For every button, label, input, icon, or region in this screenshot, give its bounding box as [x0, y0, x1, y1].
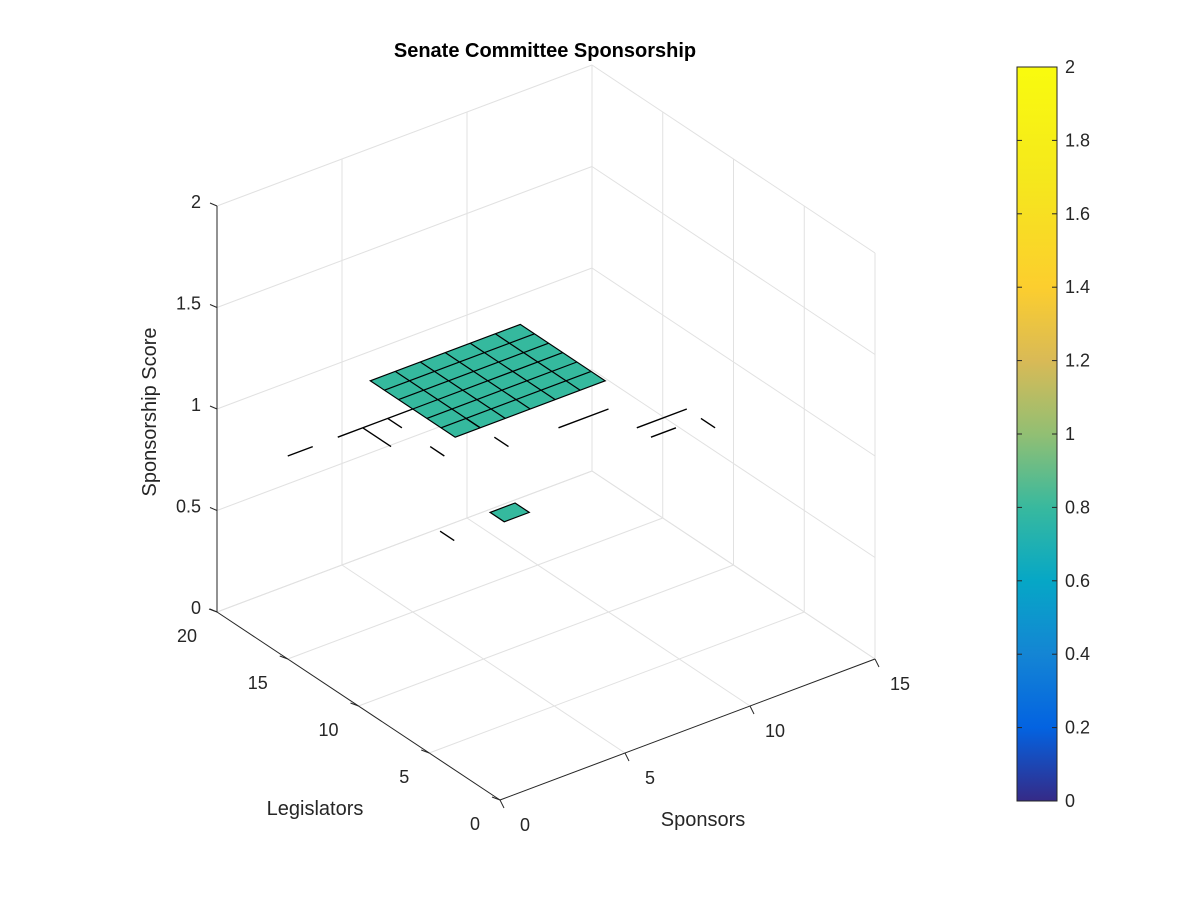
surface-edge-segment — [387, 417, 403, 429]
floor-grid-y — [358, 564, 734, 707]
grid-lines — [216, 64, 876, 801]
side-wall-grid-z — [591, 267, 876, 457]
colorbar-tick-label: 0.4 — [1065, 644, 1090, 664]
x-axis-label: Sponsors — [661, 809, 746, 831]
back-wall-grid-z — [216, 470, 593, 613]
colorbar-tick-label: 1.2 — [1065, 351, 1090, 371]
colorbar-tick-label: 1.8 — [1065, 130, 1090, 150]
y-tick-label: 15 — [248, 673, 268, 693]
z-axis-label: Sponsorship Score — [139, 328, 161, 497]
colorbar-tick-label: 1.4 — [1065, 277, 1090, 297]
x-tick-label: 10 — [765, 721, 785, 741]
back-wall-grid-z — [216, 267, 593, 410]
surface-edge-segment — [636, 408, 688, 429]
side-wall-grid-z — [591, 166, 876, 355]
z-tick-label: 0.5 — [176, 497, 201, 517]
colorbar-tick-label: 2 — [1065, 57, 1075, 77]
z-tick-label: 2 — [191, 192, 201, 212]
z-tick-mark — [209, 202, 218, 207]
side-wall-grid-z — [591, 470, 876, 660]
y-tick-label: 20 — [177, 626, 197, 646]
colorbar-tick-label: 0 — [1065, 791, 1075, 811]
y-tick-mark — [421, 749, 430, 754]
back-wall-grid-z — [216, 64, 593, 207]
z-tick-label: 1 — [191, 395, 201, 415]
surface-edge-segment — [287, 445, 313, 457]
surface-edge-segment — [439, 530, 455, 542]
surface-edge-segment — [700, 417, 716, 429]
y-tick-label: 10 — [318, 720, 338, 740]
surface-patch — [488, 502, 531, 523]
surface-edge — [412, 352, 563, 410]
surface-edge — [426, 361, 578, 419]
x-tick-label: 5 — [645, 768, 655, 788]
side-wall-grid-z — [591, 369, 876, 558]
z-tick-label: 1.5 — [176, 294, 201, 314]
x-axis-line — [499, 658, 876, 801]
surface-edge-segment — [465, 417, 481, 429]
surface-edge-segment — [362, 427, 392, 448]
surface-edge-segment — [558, 408, 609, 429]
axes — [208, 202, 880, 809]
surface-edge-segment — [429, 446, 445, 457]
side-wall-grid-z — [591, 64, 876, 254]
colorbar-tick-label: 0.8 — [1065, 497, 1090, 517]
tick-labels: 0 5 10 15 0 5 10 15 20 0 0.5 1 1.5 2 — [176, 192, 910, 835]
surface-edge — [398, 342, 549, 401]
x-tick-mark — [874, 658, 880, 668]
surface-edge-segment — [650, 427, 677, 438]
x-tick-mark — [499, 799, 505, 809]
x-tick-mark — [749, 705, 755, 715]
chart-title: Senate Committee Sponsorship — [394, 40, 696, 62]
y-tick-label: 0 — [470, 814, 480, 834]
floor-grid-y — [429, 611, 805, 754]
y-tick-mark — [279, 655, 288, 660]
surface — [287, 323, 716, 542]
y-axis-label: Legislators — [267, 798, 364, 820]
x-tick-mark — [624, 752, 630, 762]
z-tick-mark — [209, 405, 218, 410]
y-tick-mark — [350, 702, 359, 707]
y-tick-mark — [491, 796, 501, 801]
z-tick-mark — [209, 608, 218, 613]
back-wall-grid-z — [216, 166, 593, 308]
z-tick-mark — [209, 507, 218, 511]
colorbar-gradient — [1016, 66, 1058, 802]
colorbar-tick-label: 0.2 — [1065, 718, 1090, 738]
colorbar: 0 0.2 0.4 0.6 0.8 1 1.2 1.4 1.6 1.8 2 — [1016, 57, 1090, 811]
z-tick-label: 0 — [191, 598, 201, 618]
colorbar-tick-label: 1 — [1065, 424, 1075, 444]
x-tick-label: 0 — [520, 815, 530, 835]
colorbar-tick-label: 1.6 — [1065, 204, 1090, 224]
y-tick-label: 5 — [399, 767, 409, 787]
colorbar-tick-label: 0.6 — [1065, 571, 1090, 591]
floor-grid-y — [287, 517, 663, 660]
surface-edge-segment — [493, 436, 509, 448]
z-tick-mark — [209, 304, 218, 308]
x-tick-label: 15 — [890, 674, 910, 694]
surface-edge-segment — [337, 408, 413, 438]
surface-edge — [384, 333, 535, 391]
